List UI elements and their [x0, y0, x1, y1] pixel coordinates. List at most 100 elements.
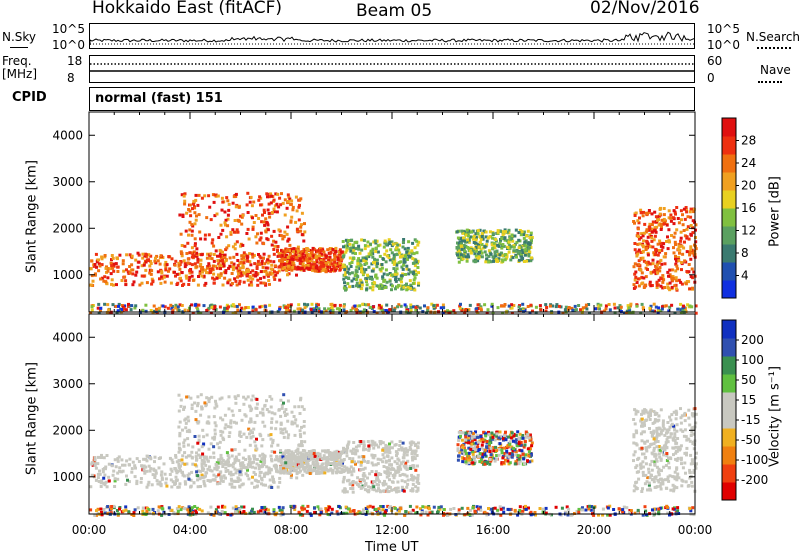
data-cell: [323, 250, 326, 253]
data-cell: [191, 463, 194, 466]
data-cell: [275, 203, 278, 206]
data-cell: [199, 263, 202, 266]
data-cell: [393, 263, 396, 266]
data-cell: [658, 240, 661, 243]
data-cell: [251, 269, 254, 272]
data-cell: [342, 240, 345, 243]
data-cell: [250, 398, 253, 401]
data-cell: [321, 463, 324, 466]
data-cell: [194, 199, 197, 202]
data-cell: [681, 245, 684, 248]
data-cell: [252, 228, 255, 231]
data-cell: [251, 216, 254, 219]
data-cell: [283, 470, 286, 473]
data-cell: [114, 477, 117, 480]
data-cell: [270, 445, 273, 448]
data-cell: [225, 196, 228, 199]
data-cell: [191, 234, 194, 237]
data-cell: [403, 453, 406, 456]
data-cell: [313, 309, 316, 312]
data-cell: [372, 485, 375, 488]
data-cell: [484, 250, 487, 253]
data-cell: [169, 473, 172, 476]
data-cell: [279, 428, 282, 431]
data-cell: [230, 448, 233, 451]
data-cell: [201, 407, 204, 410]
data-cell: [291, 411, 294, 414]
data-cell: [406, 449, 409, 452]
data-cell: [459, 435, 462, 438]
data-cell: [302, 449, 305, 452]
data-cell: [112, 303, 115, 306]
data-cell: [256, 284, 259, 287]
data-cell: [170, 478, 173, 481]
data-cell: [298, 199, 301, 202]
data-cell: [485, 440, 488, 443]
data-cell: [527, 455, 530, 458]
data-cell: [661, 219, 664, 222]
data-cell: [276, 210, 279, 213]
data-cell: [224, 256, 227, 259]
data-cell: [500, 305, 503, 308]
data-cell: [124, 464, 127, 467]
data-cell: [289, 203, 292, 206]
data-cell: [494, 460, 497, 463]
data-cell: [458, 261, 461, 264]
data-cell: [284, 306, 287, 309]
data-cell: [672, 246, 675, 249]
data-cell: [525, 260, 528, 263]
data-cell: [240, 223, 243, 226]
data-cell: [372, 261, 375, 264]
data-cell: [270, 427, 273, 430]
data-cell: [369, 306, 372, 309]
data-cell: [183, 406, 186, 409]
data-cell: [310, 308, 313, 311]
data-cell: [100, 485, 103, 488]
data-cell: [202, 480, 205, 483]
data-cell: [286, 240, 289, 243]
data-cell: [529, 242, 532, 245]
data-cell: [279, 449, 282, 452]
data-cell: [180, 233, 183, 236]
data-cell: [131, 467, 134, 470]
data-cell: [136, 457, 139, 460]
data-cell: [670, 304, 673, 307]
data-cell: [314, 464, 317, 467]
data-cell: [178, 394, 181, 397]
data-cell: [255, 398, 258, 401]
data-cell: [504, 431, 507, 434]
data-cell: [319, 467, 322, 470]
data-cell: [286, 273, 289, 276]
data-cell: [314, 270, 317, 273]
data-cell: [350, 247, 353, 250]
data-cell: [390, 288, 393, 291]
data-cell: [632, 442, 635, 445]
data-cell: [659, 259, 662, 262]
data-cell: [396, 244, 399, 247]
data-cell: [134, 467, 137, 470]
data-cell: [692, 219, 695, 222]
data-cell: [221, 229, 224, 232]
data-cell: [654, 253, 657, 256]
data-cell: [385, 268, 388, 271]
data-cell: [254, 407, 257, 410]
colorbar-segment: [722, 190, 736, 209]
data-cell: [286, 420, 289, 423]
data-cell: [644, 284, 647, 287]
data-cell: [340, 251, 343, 254]
data-cell: [466, 229, 469, 232]
data-cell: [404, 255, 407, 258]
data-cell: [259, 277, 262, 280]
data-cell: [644, 482, 647, 485]
data-cell: [178, 434, 181, 437]
data-cell: [295, 256, 298, 259]
data-cell: [661, 246, 664, 249]
data-cell: [351, 271, 354, 274]
data-cell: [223, 307, 226, 310]
data-cell: [641, 271, 644, 274]
data-cell: [163, 462, 166, 465]
data-cell: [108, 479, 111, 482]
data-cell: [201, 469, 204, 472]
data-cell: [287, 433, 290, 436]
